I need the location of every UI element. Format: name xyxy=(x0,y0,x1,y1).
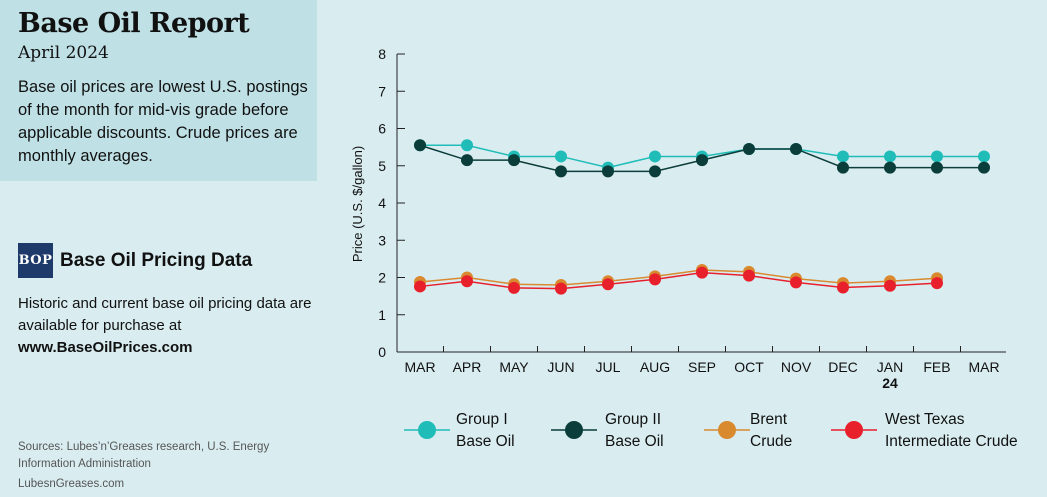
data-point-wti xyxy=(743,269,755,282)
legend-marker xyxy=(718,421,736,439)
data-point-wti xyxy=(414,280,426,293)
chart-axes: 0 1 2 3 4 5 6 7 8 Price (U.S. $/gallon) MAR APR MAY J… xyxy=(350,46,1006,391)
data-point-group2 xyxy=(602,165,614,178)
x-tick-label: MAR xyxy=(404,359,435,375)
data-point-group2 xyxy=(461,154,473,167)
legend-swatch-group2 xyxy=(551,421,597,439)
sources-note: Sources: Lubes’n’Greases research, U.S. … xyxy=(18,441,270,470)
series-line-brent xyxy=(419,269,938,286)
year-label: 24 xyxy=(882,375,898,391)
site-credit: LubesnGreases.com xyxy=(18,478,125,490)
bop-title: Base Oil Pricing Data xyxy=(60,250,253,271)
y-tick-label: 8 xyxy=(378,46,386,62)
legend-marker xyxy=(845,421,863,439)
y-tick-label: 2 xyxy=(378,270,386,286)
x-tick-label: JAN xyxy=(877,359,903,375)
legend-label: Brent Crude xyxy=(750,411,793,450)
header-box: Base Oil Report April 2024 Base oil pric… xyxy=(0,0,317,181)
x-tick-label: DEC xyxy=(828,359,858,375)
data-point-group2 xyxy=(508,154,520,167)
data-point-group1 xyxy=(649,150,661,163)
x-tick-label: JUN xyxy=(547,359,574,375)
legend-item-brent: Brent Crude xyxy=(704,408,904,454)
x-tick-label: JUL xyxy=(596,359,621,375)
legend-label: Group I Base Oil xyxy=(456,411,515,450)
legend-label: West Texas Intermediate Crude xyxy=(885,411,1018,450)
data-point-group2 xyxy=(790,142,802,155)
data-point-wti xyxy=(837,281,849,294)
series-group2 xyxy=(414,139,990,178)
report-description: Base oil prices are lowest U.S. postings… xyxy=(18,78,308,165)
series-wti xyxy=(414,266,943,295)
x-tick-label: AUG xyxy=(640,359,670,375)
legend-item-group1: Group I Base Oil xyxy=(404,408,604,454)
data-point-group1 xyxy=(837,150,849,163)
report-title: Base Oil Report xyxy=(18,8,250,39)
y-tick-label: 5 xyxy=(378,158,386,174)
data-point-wti xyxy=(696,266,708,279)
series-line-wti xyxy=(419,271,938,290)
data-point-wti xyxy=(884,279,896,292)
y-tick-label: 4 xyxy=(378,195,386,211)
y-tick-label: 0 xyxy=(378,344,386,360)
data-point-group1 xyxy=(978,150,990,163)
legend-marker xyxy=(565,421,583,439)
data-point-group2 xyxy=(931,161,943,174)
data-point-group1 xyxy=(555,150,567,163)
y-tick-label: 3 xyxy=(378,232,386,248)
x-tick-label: NOV xyxy=(781,359,812,375)
data-point-group2 xyxy=(978,161,990,174)
bop-logo: BOP xyxy=(18,243,53,278)
bop-description-text: Historic and current base oil pricing da… xyxy=(18,295,312,334)
chart-series xyxy=(414,139,990,295)
y-axis-label: Price (U.S. $/gallon) xyxy=(350,146,365,262)
report-date: April 2024 xyxy=(18,43,109,63)
data-point-group1 xyxy=(461,139,473,152)
x-tick-label: MAY xyxy=(499,359,529,375)
data-point-group2 xyxy=(884,161,896,174)
bop-url-link[interactable]: www.BaseOilPrices.com xyxy=(18,339,193,356)
legend-swatch-group1 xyxy=(404,421,450,439)
data-point-wti xyxy=(790,276,802,289)
data-point-group2 xyxy=(649,165,661,178)
data-point-group2 xyxy=(837,161,849,174)
data-point-wti xyxy=(649,273,661,286)
y-tick-label: 6 xyxy=(378,121,386,137)
data-point-wti xyxy=(508,281,520,294)
data-point-group2 xyxy=(743,142,755,155)
x-tick-label: FEB xyxy=(923,359,950,375)
x-tick-label: APR xyxy=(453,359,482,375)
legend-marker xyxy=(418,421,436,439)
data-point-wti xyxy=(461,275,473,288)
y-tick-label: 7 xyxy=(378,83,386,99)
data-point-group2 xyxy=(696,154,708,167)
y-tick-label: 1 xyxy=(378,307,386,323)
x-tick-label: SEP xyxy=(688,359,716,375)
data-point-wti xyxy=(555,282,567,295)
data-point-group1 xyxy=(931,150,943,163)
data-point-wti xyxy=(602,278,614,291)
x-tick-label: OCT xyxy=(734,359,764,375)
data-point-group2 xyxy=(414,139,426,152)
x-tick-label: MAR xyxy=(968,359,999,375)
data-point-wti xyxy=(931,277,943,290)
bop-description: Historic and current base oil pricing da… xyxy=(18,293,318,359)
legend-swatch-wti xyxy=(831,421,877,439)
data-point-group2 xyxy=(555,165,567,178)
legend-item-group2: Group II Base Oil xyxy=(551,408,751,454)
legend-label: Group II Base Oil xyxy=(605,411,664,450)
legend-item-wti: West Texas Intermediate Crude xyxy=(831,408,1031,454)
data-point-group1 xyxy=(884,150,896,163)
legend-swatch-brent xyxy=(704,421,750,439)
